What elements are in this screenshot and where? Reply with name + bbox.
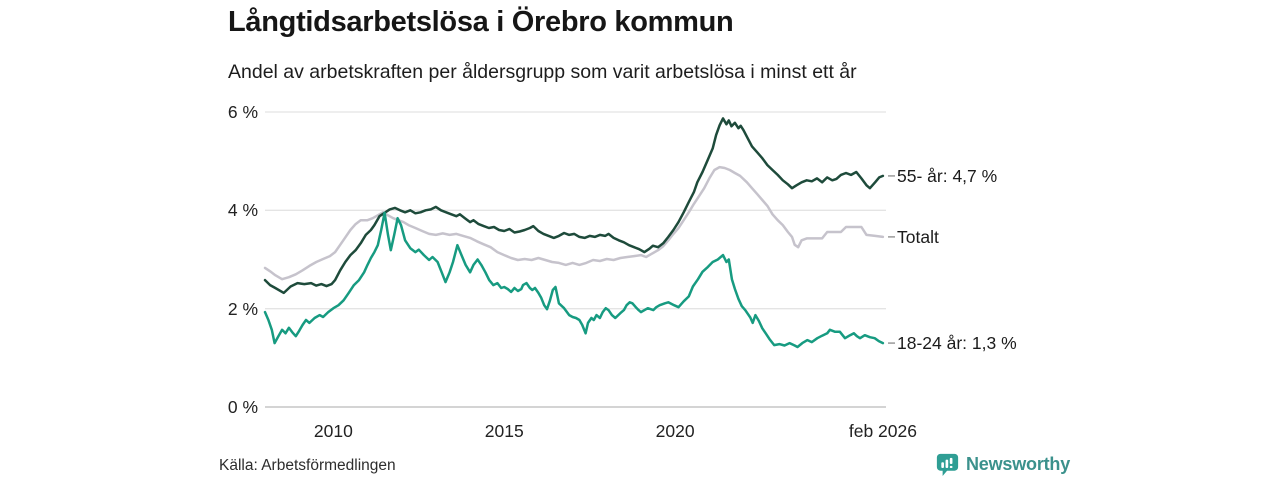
x-tick-label: 2010: [313, 421, 353, 441]
source-note: Källa: Arbetsförmedlingen: [219, 457, 396, 474]
x-tick-label: 2015: [484, 421, 524, 441]
series-line-55-r: [263, 117, 885, 295]
brand-name: Newsworthy: [966, 454, 1071, 474]
legend-label-totalt: Totalt: [897, 226, 939, 247]
series-line-18-24-r: [263, 211, 885, 349]
brand: Newsworthy: [936, 452, 1070, 477]
series-line-totalt: [263, 165, 885, 281]
legend-label-55-r: 55- år: 4,7 %: [897, 165, 998, 186]
y-tick-label: 6 %: [227, 102, 258, 122]
x-tick-label: feb 2026: [848, 421, 917, 441]
page-title: Långtidsarbetslösa i Örebro kommun: [228, 6, 734, 38]
legend-label-18-24-r: 18-24 år: 1,3 %: [897, 333, 1017, 354]
chart-subtitle: Andel av arbetskraften per åldersgrupp s…: [228, 61, 857, 83]
y-tick-label: 4 %: [227, 200, 258, 221]
newsworthy-logo-icon: [936, 453, 959, 476]
y-tick-label: 0 %: [227, 397, 258, 417]
y-tick-label: 2 %: [227, 298, 258, 319]
x-tick-label: 2020: [655, 421, 695, 441]
